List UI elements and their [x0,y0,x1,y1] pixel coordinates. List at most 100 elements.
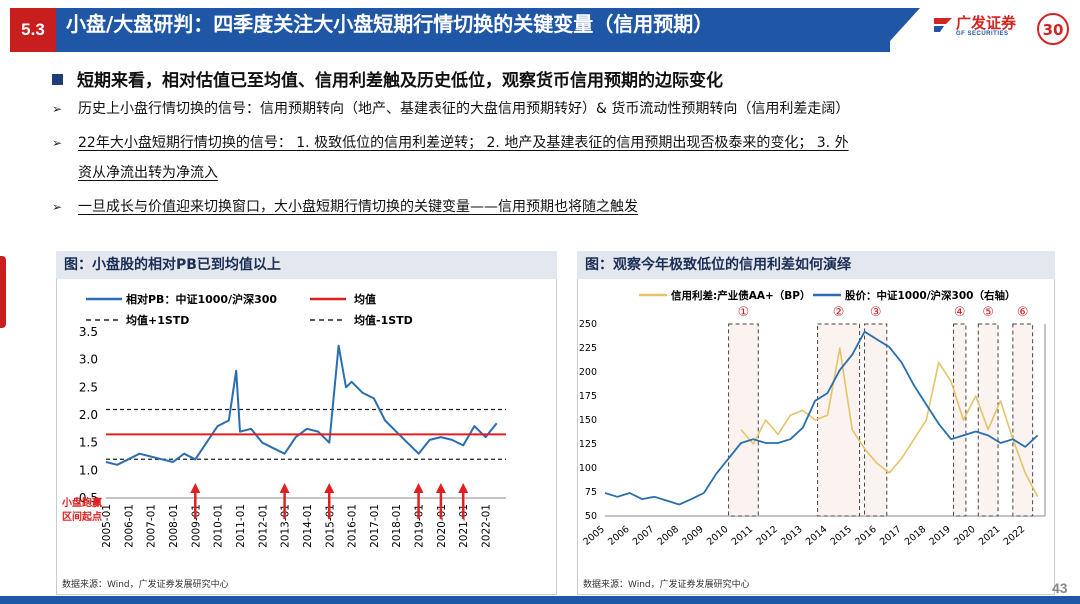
x-tick-label: 2012 [754,524,780,548]
x-tick-label: 2019-01 [414,504,426,548]
page-title: 小盘/大盘研判：四季度关注大小盘短期行情切换的关键变量（信用预期） [66,12,714,36]
legend-label-mean: 均值 [354,292,376,306]
left-chart-title: 图：小盘股的相对PB已到均值以上 [56,251,557,279]
logo-text-cn: 广发证券 [956,14,1017,32]
y-left-tick-label: 75 [585,487,597,498]
right-chart-frame [577,279,1055,595]
legend-label-spread: 信用利差:产业债AA+（BP） [671,289,810,302]
y-left-tick-label: 100 [579,463,597,474]
legend-label-price: 股价：中证1000/沪深300（右轴） [845,289,1015,302]
x-tick-label: 2014-01 [302,504,314,548]
header-bar [10,8,890,52]
x-tick-label: 2019 [927,524,953,548]
right-chart-source: 数据来源：Wind，广发证券发展研究中心 [583,580,750,590]
x-tick-label: 2015 [829,524,855,548]
header-bar-slant [880,8,920,52]
y-left-tick-label: 175 [579,391,597,402]
x-tick-label: 2020 [952,524,978,548]
gf-logo-icon [934,18,952,32]
x-tick-label: 2016-01 [347,504,359,548]
y-left-tick-label: 125 [579,439,597,450]
side-accent [0,256,6,328]
x-tick-label: 2017-01 [369,504,381,548]
legend-label-mean-plus-std: 均值+1STD [126,313,189,327]
badge-text: 30 [1043,21,1064,39]
arrow-bullet-icon: ➢ [52,200,63,214]
x-tick-label: 2010-01 [213,504,225,548]
section-number: 5.3 [10,8,56,52]
window-label: ⑤ [982,305,994,320]
y-left-tick-label: 200 [579,367,597,378]
y-tick-label: 3.0 [79,353,98,367]
left-chart-panel: 图：小盘股的相对PB已到均值以上 相对PB：中证1000/沪深300 均值均值+1… [56,251,557,595]
x-tick-label: 2010 [705,524,731,548]
sub-bullet-text: 22年大小盘短期行情切换的信号： 1. 极致低位的信用利差逆转； 2. 地产及基… [78,135,849,151]
start-arrow-head-icon [435,483,446,493]
highlight-window [864,323,888,517]
page-number: 43 [1052,580,1068,596]
x-tick-label: 2013 [779,524,805,548]
x-tick-label: 2009 [680,524,706,548]
y-tick-label: 0.5 [79,491,98,505]
x-tick-label: 2014 [804,524,830,548]
window-label: ① [738,305,750,320]
right-chart-title: 图：观察今年极致低位的信用利差如何演绎 [577,251,1055,279]
sub-bullet-2-continued: 资从净流出转为净流入 [78,165,218,181]
annotation-line-1: 小盘跑赢 [61,496,102,509]
x-tick-label: 2008 [655,524,681,548]
square-bullet-icon [52,74,63,85]
right-chart: 信用利差:产业债AA+（BP） 股价：中证1000/沪深300（右轴） 50 75 10… [579,289,1046,548]
y-tick-label: 2.5 [79,380,98,394]
x-tick-label: 2005 [581,524,607,548]
legend-label-mean-minus-std: 均值-1STD [354,313,413,327]
x-tick-label: 2005-01 [101,504,113,548]
x-tick-label: 2007 [631,524,657,548]
sub-bullet-2: ➢ 22年大小盘短期行情切换的信号： 1. 极致低位的信用利差逆转； 2. 地产及… [52,132,849,154]
x-tick-label: 2011-01 [235,504,247,548]
window-label: ④ [954,305,966,320]
start-arrow-head-icon [324,483,335,493]
x-tick-label: 2022-01 [481,504,493,548]
right-chart-panel: 图：观察今年极致低位的信用利差如何演绎 信用利差:产业债AA+（BP） 股价：中证… [577,251,1055,595]
start-arrow-head-icon [190,483,201,493]
x-tick-label: 2011 [730,524,756,548]
y-tick-label: 3.5 [79,325,98,339]
window-label: ⑥ [1017,305,1029,320]
left-chart-frame [56,279,557,595]
x-tick-label: 2022 [1002,524,1028,548]
x-tick-label: 2009-01 [190,504,202,548]
header: 5.3 小盘/大盘研判：四季度关注大小盘短期行情切换的关键变量（信用预期） 广发… [0,0,1080,52]
start-arrow-head-icon [279,483,290,493]
highlight-window [728,323,759,517]
main-bullet-text: 短期来看，相对估值已至均值、信用利差触及历史低位，观察货币信用预期的边际变化 [77,71,723,91]
highlight-window [977,323,999,517]
arrow-bullet-icon: ➢ [52,102,63,116]
x-tick-label: 2008-01 [168,504,180,548]
x-tick-label: 2012-01 [257,504,269,548]
x-tick-label: 2007-01 [146,504,158,548]
y-left-tick-label: 225 [579,343,597,354]
y-tick-label: 2.0 [79,408,98,422]
right-chart-plot: 信用利差:产业债AA+（BP） 股价：中证1000/沪深300（右轴） 50 75 10… [579,289,1046,548]
window-label: ③ [870,305,882,320]
x-tick-label: 2018-01 [391,504,403,548]
sub-bullet-3: ➢ 一旦成长与价值迎来切换窗口，大小盘短期行情切换的关键变量——信用预期也将随之触… [52,196,638,218]
x-tick-label: 2006 [606,524,632,548]
anniversary-badge-icon: 30 [1037,13,1069,45]
start-arrow-head-icon [458,483,469,493]
window-label: ② [833,305,845,320]
main-bullet: 短期来看，相对估值已至均值、信用利差触及历史低位，观察货币信用预期的边际变化 [52,66,723,91]
x-tick-label: 2018 [903,524,929,548]
logo-text-en: GF SECURITIES [956,31,1009,37]
footer-bar [0,596,1080,604]
arrow-bullet-icon: ➢ [52,136,63,150]
highlight-window [953,323,967,517]
start-arrow-head-icon [413,483,424,493]
x-tick-label: 2020-01 [436,504,448,548]
sub-bullet-1: ➢ 历史上小盘行情切换的信号：信用预期转向（地产、基建表征的大盘信用预期转好）& … [52,98,849,120]
legend-label-relative-pb: 相对PB：中证1000/沪深300 [126,292,277,306]
left-chart-source: 数据来源：Wind，广发证券发展研究中心 [62,580,229,590]
annotation-line-2: 区间起点 [62,510,102,523]
company-logo: 广发证券 GF SECURITIES 30 [932,10,1072,48]
